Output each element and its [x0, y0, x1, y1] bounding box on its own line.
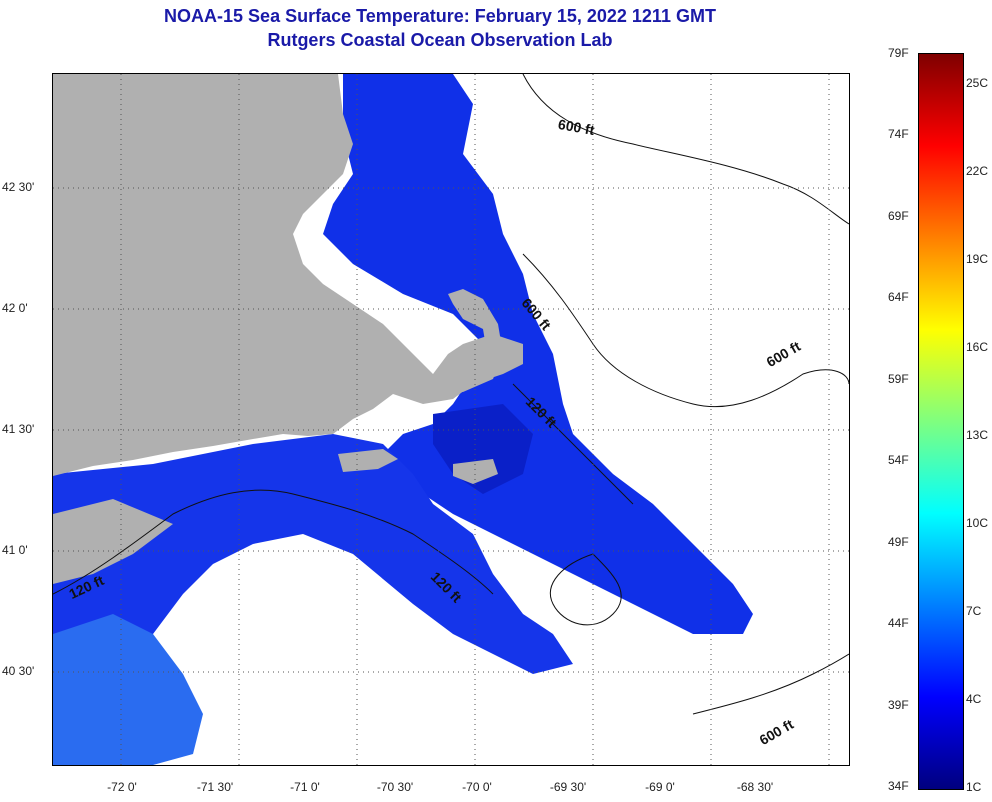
lat-label-41-0: 41 0': [2, 543, 28, 557]
contour-600ft-gb: [522, 253, 849, 408]
lat-label-42-0: 42 0': [2, 301, 28, 315]
map-subtitle: Rutgers Coastal Ocean Observation Lab: [267, 30, 613, 50]
contour-600ft-north: [522, 74, 849, 225]
colorbar-f-39: 39F: [888, 698, 909, 712]
colorbar-f-44: 44F: [888, 616, 909, 630]
colorbar-c-10: 10C: [966, 516, 989, 530]
sst-light-band: [53, 614, 203, 765]
lon-label-69-0: -69 0': [645, 780, 675, 794]
land: [53, 74, 523, 584]
graticule: [53, 74, 849, 765]
lon-label-70-0: -70 0': [462, 780, 492, 794]
lon-label-69-30: -69 30': [549, 780, 587, 794]
contour-600ft-south: [692, 653, 849, 715]
bathymetry-contours: [53, 74, 849, 715]
sst-map-graphic: [53, 74, 849, 765]
lat-label-42-30: 42 30': [2, 180, 35, 194]
colorbar-f-69: 69F: [888, 209, 909, 223]
colorbar-c-25: 25C: [966, 76, 989, 90]
colorbar-f-49: 49F: [888, 535, 909, 549]
colorbar-f-74: 74F: [888, 127, 909, 141]
nantucket: [453, 459, 498, 484]
lon-label-71-0: -71 0': [290, 780, 320, 794]
colorbar-f-64: 64F: [888, 290, 909, 304]
cape-cod: [433, 289, 503, 392]
lat-label-41-30: 41 30': [2, 422, 35, 436]
colorbar-f-34: 34F: [888, 779, 909, 793]
long-island: [53, 499, 173, 584]
contour-120ft-shelf: [53, 489, 494, 595]
colorbar-c-7: 7C: [966, 604, 982, 618]
colorbar-c-13: 13C: [966, 428, 989, 442]
lon-label-70-30: -70 30': [376, 780, 414, 794]
map-title: NOAA-15 Sea Surface Temperature: Februar…: [164, 6, 716, 26]
lon-label-68-30: -68 30': [736, 780, 774, 794]
colorbar-c-4: 4C: [966, 692, 982, 706]
colorbar-c-22: 22C: [966, 164, 989, 178]
marthas-vineyard: [338, 449, 398, 472]
new-england-land: [53, 74, 523, 476]
temperature-colorbar: [918, 53, 964, 790]
lat-label-40-30: 40 30': [2, 664, 35, 678]
colorbar-c-19: 19C: [966, 252, 989, 266]
colorbar-f-59: 59F: [888, 372, 909, 386]
contour-georges-bank: [549, 553, 622, 626]
sst-map: 600 ft 600 ft 120 ft 600 ft 120 ft 120 f…: [52, 73, 850, 766]
colorbar-c-1: 1C: [966, 780, 982, 794]
lon-label-71-30: -71 30': [196, 780, 234, 794]
lon-label-72-0: -72 0': [107, 780, 137, 794]
contour-120ft-nantucket: [512, 383, 634, 505]
sst-gulf-of-maine: [323, 74, 753, 634]
colorbar-c-16: 16C: [966, 340, 989, 354]
colorbar-f-79: 79F: [888, 46, 909, 60]
sst-south-shelf: [53, 434, 573, 764]
colorbar-f-54: 54F: [888, 453, 909, 467]
